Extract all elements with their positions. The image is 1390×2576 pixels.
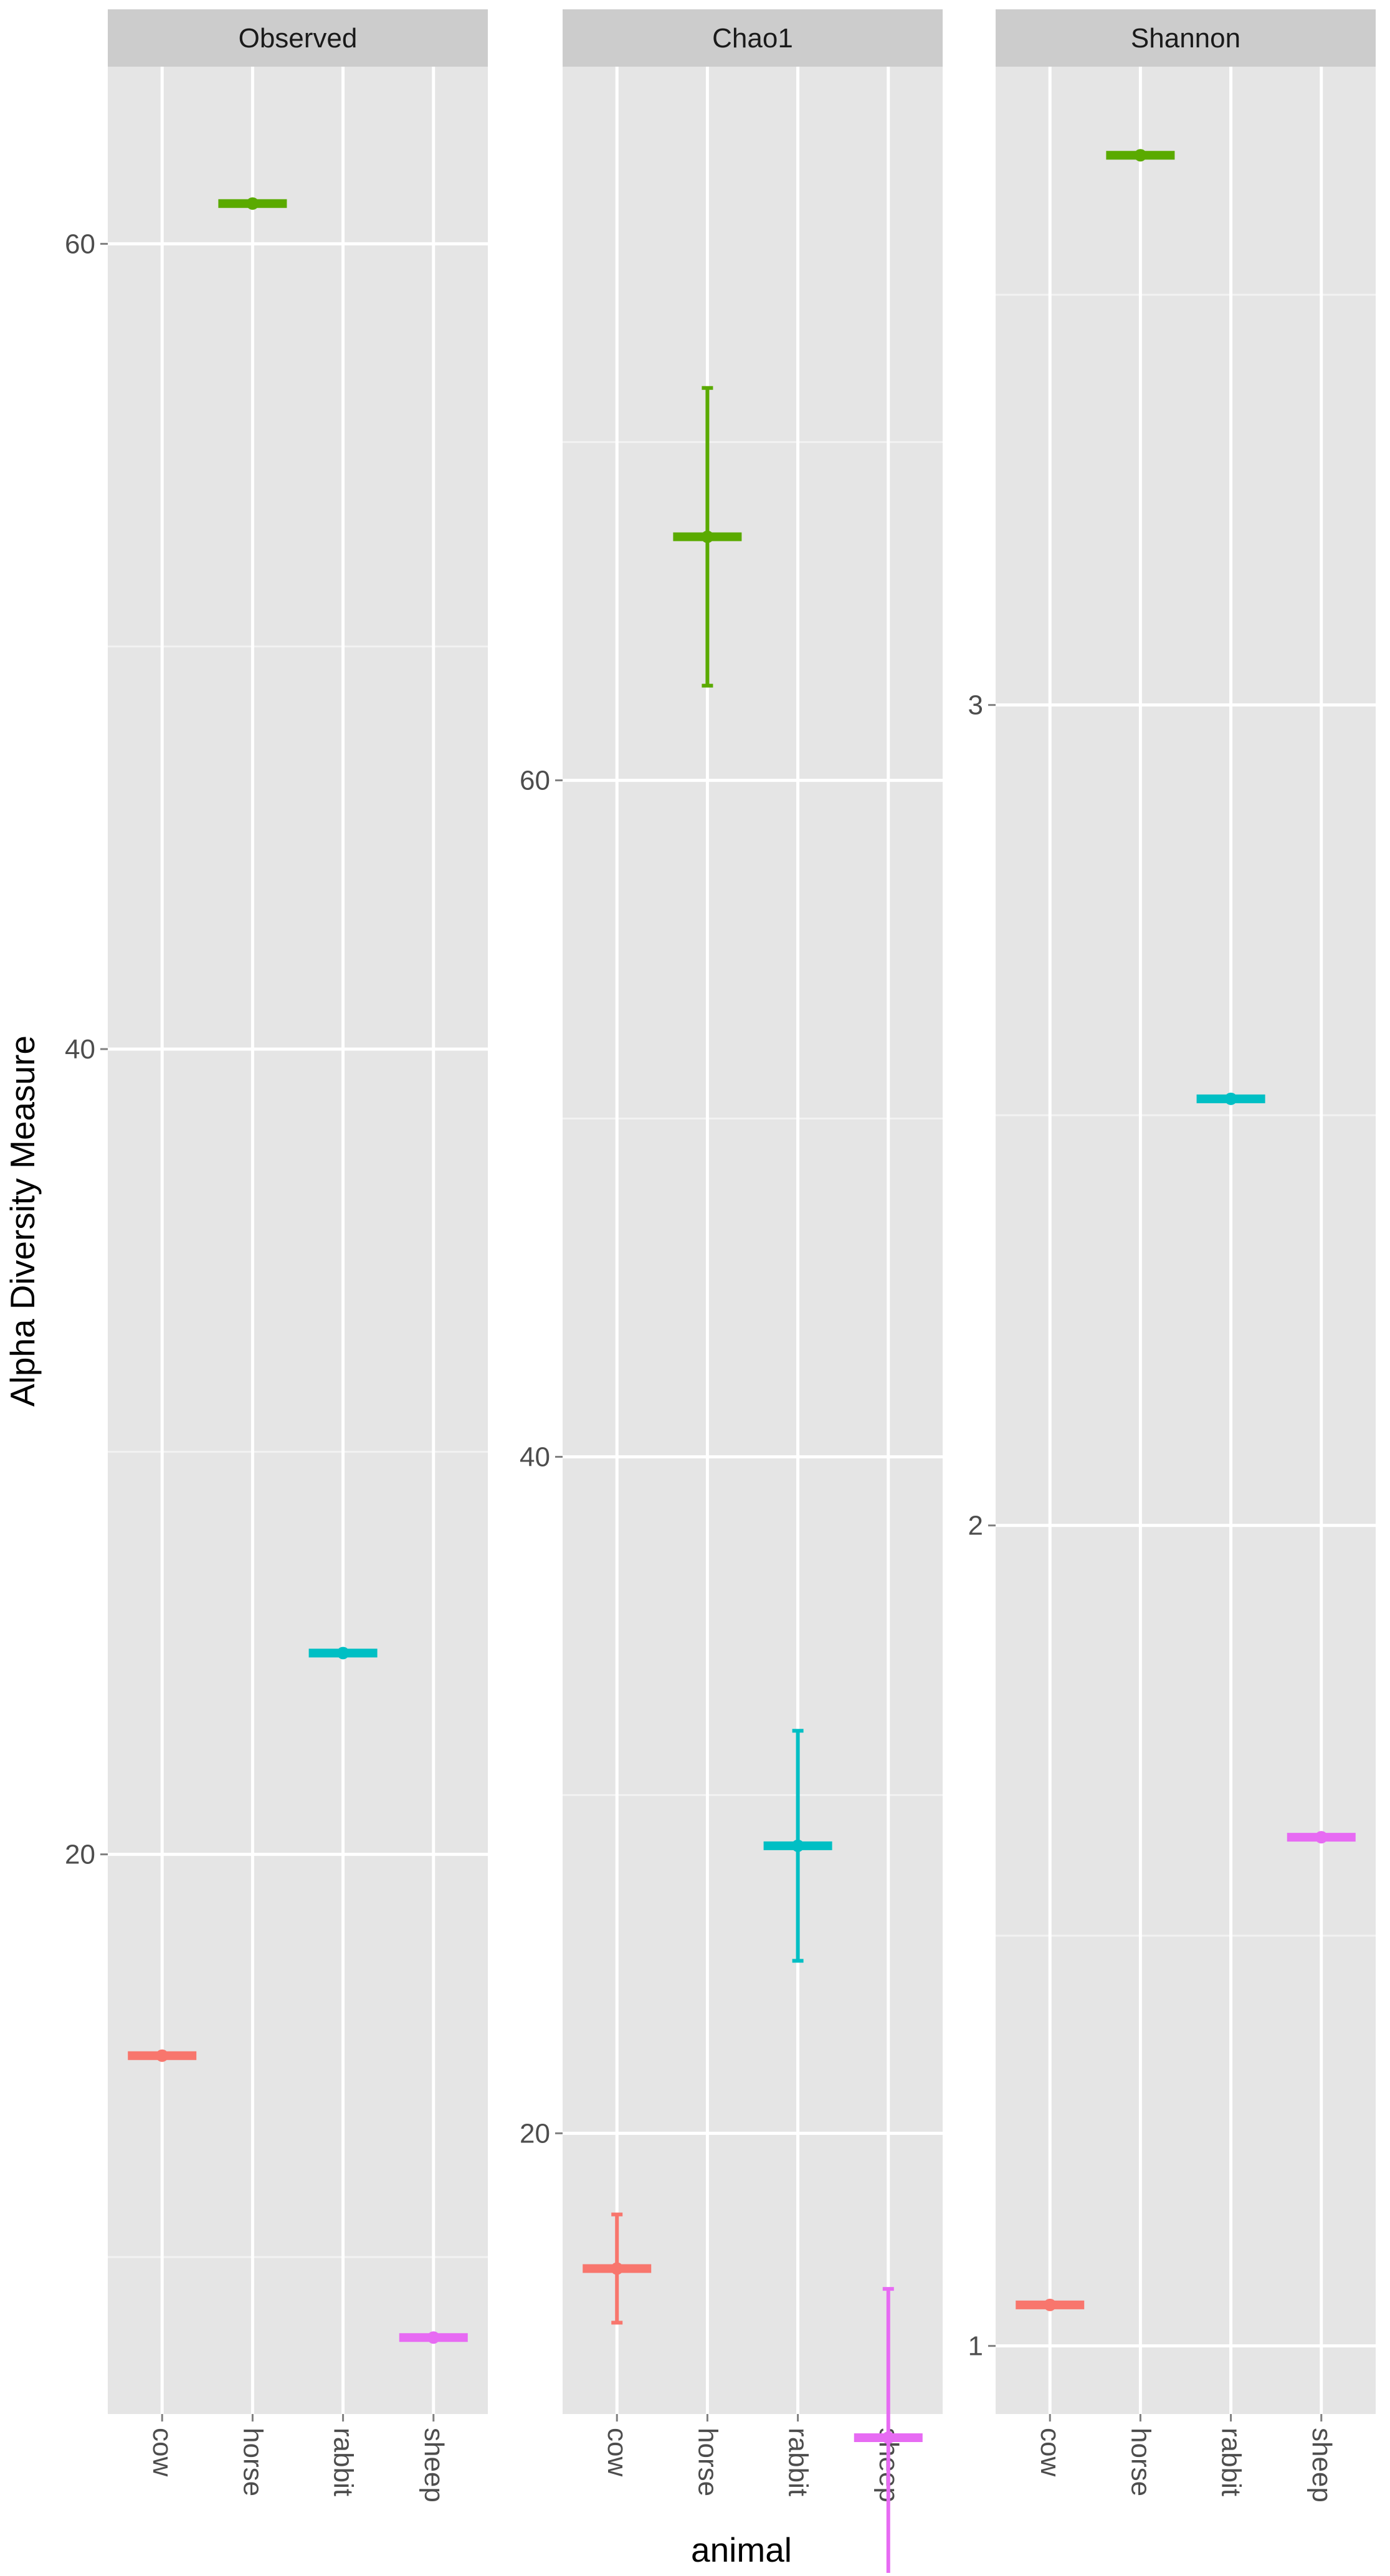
point-horse bbox=[1134, 149, 1147, 162]
point-sheep bbox=[882, 2431, 895, 2445]
x-tick-label-horse: horse bbox=[237, 2428, 268, 2496]
point-horse bbox=[246, 197, 259, 210]
y-tick-label: 2 bbox=[968, 1511, 983, 1541]
panel-background bbox=[563, 67, 943, 2414]
x-tick-label-cow: cow bbox=[1035, 2428, 1065, 2476]
facet-panel-chao1: Chao1204060cowhorserabbitsheep bbox=[520, 9, 943, 2576]
x-tick-label-sheep: sheep bbox=[1307, 2428, 1337, 2502]
point-rabbit bbox=[1224, 1092, 1237, 1105]
x-tick-label-cow: cow bbox=[147, 2428, 178, 2476]
x-tick-label-horse: horse bbox=[692, 2428, 723, 2496]
facet-panel-shannon: Shannon 1 2 3 cow horse rabbit sheep bbox=[968, 9, 1376, 2502]
facet-panel-observed: Observed 20 40 60 cow horse rabbit sheep bbox=[65, 9, 488, 2502]
y-tick-label: 20 bbox=[520, 2118, 550, 2149]
y-tick-label: 60 bbox=[65, 229, 95, 259]
facet-strip bbox=[996, 9, 1376, 67]
y-tick-label: 40 bbox=[65, 1034, 95, 1065]
facet-strip bbox=[108, 9, 488, 67]
y-tick-label: 60 bbox=[520, 766, 550, 796]
facet-strip-title: Observed bbox=[239, 23, 358, 54]
x-tick-label-rabbit: rabbit bbox=[1216, 2428, 1247, 2496]
x-tick-label-rabbit: rabbit bbox=[783, 2428, 814, 2496]
x-tick-label-rabbit: rabbit bbox=[328, 2428, 359, 2496]
point-rabbit bbox=[336, 1647, 350, 1660]
point-horse bbox=[701, 530, 714, 543]
y-tick-label: 3 bbox=[968, 690, 983, 721]
point-rabbit bbox=[791, 1839, 804, 1852]
panel-background bbox=[108, 67, 488, 2414]
y-tick-label: 20 bbox=[65, 1840, 95, 1870]
x-tick-label-cow: cow bbox=[602, 2428, 632, 2476]
facet-strip bbox=[563, 9, 943, 67]
y-axis-title: Alpha Diversity Measure bbox=[3, 1035, 42, 1407]
point-cow bbox=[156, 2049, 169, 2062]
x-tick-label-sheep: sheep bbox=[419, 2428, 449, 2502]
x-axis-title: animal bbox=[691, 2531, 792, 2569]
x-tick-label-horse: horse bbox=[1125, 2428, 1156, 2496]
facet-strip-title: Chao1 bbox=[712, 23, 793, 54]
y-tick-label: 40 bbox=[520, 1442, 550, 1472]
point-cow bbox=[1044, 2298, 1057, 2311]
point-sheep bbox=[427, 2331, 440, 2344]
facet-strip-title: Shannon bbox=[1131, 23, 1240, 54]
y-tick-label: 1 bbox=[968, 2331, 983, 2362]
point-sheep bbox=[1315, 1831, 1328, 1844]
point-cow bbox=[611, 2262, 624, 2275]
panel-background bbox=[996, 67, 1376, 2414]
